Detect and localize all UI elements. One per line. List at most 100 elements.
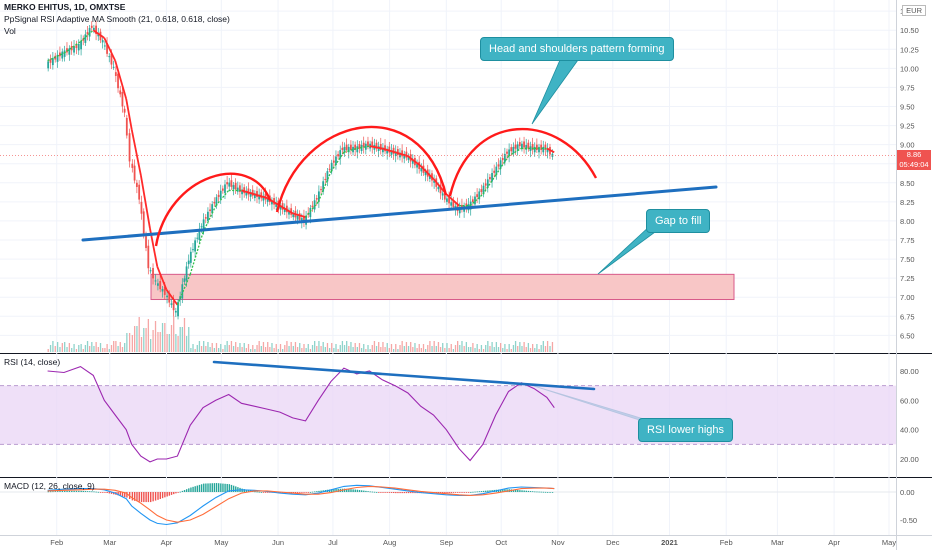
x-tick-label: Apr bbox=[828, 538, 840, 547]
volume-bar bbox=[277, 349, 280, 352]
volume-bar bbox=[299, 343, 301, 352]
volume-bar bbox=[454, 345, 457, 352]
macd-histogram-bar bbox=[73, 490, 75, 492]
volume-bar bbox=[252, 345, 254, 352]
x-tick-label: Dec bbox=[606, 538, 620, 547]
currency-badge[interactable]: EUR bbox=[902, 5, 926, 16]
macd-histogram-bar bbox=[222, 483, 224, 492]
macd-histogram-bar bbox=[375, 492, 378, 493]
candle-body bbox=[388, 146, 391, 153]
volume-bar bbox=[220, 344, 222, 352]
macd-histogram-bar bbox=[337, 488, 339, 492]
candle-body bbox=[335, 156, 337, 165]
candle-body bbox=[56, 54, 59, 62]
macd-histogram-bar bbox=[228, 484, 231, 492]
volume-bar bbox=[523, 342, 525, 352]
macd-histogram-bar bbox=[75, 490, 78, 492]
macd-histogram-bar bbox=[450, 492, 452, 493]
macd-histogram-bar bbox=[551, 492, 554, 493]
callout-gap[interactable]: Gap to fill bbox=[646, 209, 711, 233]
volume-bar bbox=[84, 345, 87, 352]
candle-body bbox=[243, 187, 246, 194]
candle-body bbox=[476, 194, 479, 198]
macd-histogram-bar bbox=[213, 483, 216, 492]
volume-bar bbox=[213, 348, 216, 352]
candle-body bbox=[322, 181, 325, 192]
rsi-adaptive-ma-line bbox=[495, 155, 510, 176]
candle-body bbox=[192, 249, 194, 251]
macd-histogram-bar bbox=[267, 492, 269, 493]
macd-histogram-bar bbox=[164, 492, 166, 498]
volume-bar bbox=[531, 344, 534, 352]
macd-histogram-bar bbox=[356, 489, 359, 492]
macd-histogram-bar bbox=[168, 492, 171, 496]
volume-bar bbox=[271, 343, 273, 352]
volume-bar bbox=[303, 344, 305, 352]
volume-bar bbox=[414, 343, 416, 352]
candle-body bbox=[497, 164, 500, 167]
volume-bar bbox=[185, 336, 188, 352]
macd-histogram-bar bbox=[224, 483, 226, 492]
macd-histogram-bar bbox=[104, 492, 106, 493]
volume-bar bbox=[78, 345, 80, 352]
candle-body bbox=[411, 160, 414, 164]
volume-bar bbox=[170, 325, 173, 352]
macd-histogram-bar bbox=[307, 492, 310, 493]
macd-histogram-bar bbox=[181, 490, 184, 492]
candle-body bbox=[403, 153, 406, 159]
macd-histogram-bar bbox=[491, 490, 493, 492]
rsi-adaptive-ma-line bbox=[482, 174, 497, 195]
volume-bar bbox=[226, 341, 228, 352]
volume-bar bbox=[173, 316, 175, 352]
volume-bar bbox=[395, 344, 397, 352]
macd-histogram-bar bbox=[354, 489, 356, 492]
right-shoulder-arc bbox=[448, 128, 598, 197]
volume-bar bbox=[373, 341, 376, 352]
volume-bar bbox=[346, 341, 348, 352]
volume-bar bbox=[203, 341, 205, 352]
candle-body bbox=[540, 144, 543, 150]
macd-histogram-bar bbox=[207, 483, 209, 492]
candle-body bbox=[219, 190, 222, 200]
candle-body bbox=[326, 171, 329, 182]
rsi-title: RSI (14, close) bbox=[4, 357, 60, 367]
macd-histogram-bar bbox=[405, 492, 408, 494]
volume-bar bbox=[273, 348, 275, 352]
volume-bar bbox=[228, 345, 230, 352]
macd-histogram-bar bbox=[392, 492, 395, 494]
indicator-title: PpSignal RSI Adaptive MA Smooth (21, 0.6… bbox=[4, 14, 230, 24]
candle-body bbox=[117, 73, 119, 89]
rsi-adaptive-ma-line bbox=[156, 266, 168, 290]
volume-bar bbox=[519, 342, 521, 352]
candle-body bbox=[194, 240, 197, 252]
volume-bar bbox=[102, 348, 104, 352]
macd-histogram-bar bbox=[439, 492, 442, 494]
y-tick-label: 9.75 bbox=[900, 83, 915, 92]
macd-histogram-bar bbox=[247, 490, 250, 492]
macd-histogram-bar bbox=[78, 490, 80, 492]
volume-bar bbox=[267, 342, 269, 352]
rsi-adaptive-ma-line bbox=[92, 29, 105, 39]
volume-bar bbox=[499, 343, 502, 352]
macd-histogram-bar bbox=[305, 492, 307, 493]
volume-bar bbox=[331, 343, 333, 352]
candle-body bbox=[493, 170, 496, 173]
candle-body bbox=[390, 150, 393, 155]
candle-body bbox=[330, 162, 333, 172]
candle-body bbox=[226, 182, 229, 185]
macd-histogram-bar bbox=[254, 491, 256, 493]
volume-bar bbox=[256, 345, 258, 352]
macd-histogram-bar bbox=[318, 490, 320, 492]
volume-bar bbox=[465, 342, 468, 352]
volume-bar bbox=[117, 346, 119, 352]
volume-bar bbox=[386, 343, 388, 352]
volume-bar bbox=[354, 343, 356, 352]
volume-bar bbox=[140, 337, 143, 352]
volume-bar bbox=[157, 332, 159, 352]
volume-bar bbox=[521, 346, 523, 352]
callout-head-shoulders[interactable]: Head and shoulders pattern forming bbox=[480, 37, 674, 61]
callout-rsi-lower-highs[interactable]: RSI lower highs bbox=[638, 418, 734, 442]
volume-bar bbox=[478, 349, 480, 352]
candle-body bbox=[510, 147, 513, 152]
